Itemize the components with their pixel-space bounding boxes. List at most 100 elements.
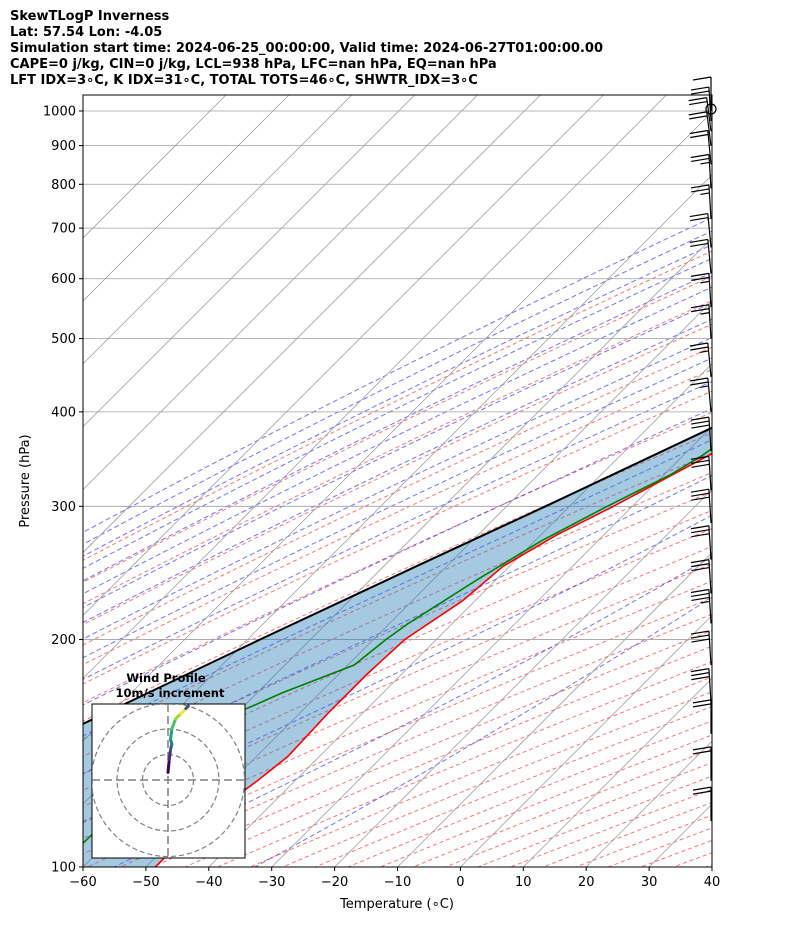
- time-line: Simulation start time: 2024-06-25_00:00:…: [10, 41, 603, 56]
- isotherm: [83, 95, 290, 302]
- x-axis-label: Temperature (∘C): [339, 897, 454, 912]
- y-tick-label: 900: [51, 139, 76, 154]
- barb-flag: [690, 346, 709, 351]
- y-tick-label: 300: [51, 500, 76, 515]
- barb-flag: [688, 111, 707, 116]
- y-tick-label: 200: [51, 633, 76, 648]
- barb-flag: [690, 455, 710, 460]
- wind-barb: [689, 342, 712, 377]
- wind-barb: [690, 525, 712, 560]
- barb-flag: [692, 790, 712, 795]
- moist-adiabat: [83, 230, 712, 545]
- wind-barb: [692, 746, 712, 781]
- barb-flag: [690, 304, 710, 309]
- profile-lines: [83, 426, 712, 867]
- barb-half-flag: [700, 600, 710, 604]
- hodograph-trace: [167, 747, 173, 762]
- y-tick-label: 1000: [43, 105, 76, 120]
- x-tick-label: 30: [641, 875, 658, 890]
- x-tick-label: −10: [384, 875, 411, 890]
- barb-flag: [691, 529, 710, 534]
- wind-barb: [689, 212, 712, 248]
- barb-flag: [688, 97, 707, 102]
- barb-flag: [692, 703, 712, 708]
- barb-flag: [691, 157, 710, 163]
- barb-flag: [690, 559, 710, 564]
- barb-flag: [691, 459, 710, 464]
- barb-flag: [691, 463, 710, 468]
- barb-flag: [691, 533, 710, 538]
- isotherm: [83, 95, 541, 554]
- barb-flag: [690, 272, 710, 277]
- barb-staff: [708, 456, 712, 491]
- barb-staff: [708, 559, 712, 594]
- barb-flag: [690, 184, 710, 189]
- barb-staff: [707, 377, 712, 412]
- x-tick-label: −40: [195, 875, 222, 890]
- moist-adiabat: [83, 380, 712, 680]
- dry-adiabat: [83, 580, 712, 855]
- hodograph-ring: [92, 704, 245, 858]
- wind-barb: [690, 153, 712, 189]
- barb-flag: [690, 216, 709, 222]
- barb-flag: [692, 76, 712, 81]
- hodograph-trace: [184, 704, 190, 711]
- barb-flag: [690, 588, 710, 594]
- wind-barb: [692, 786, 712, 822]
- moist-adiabat: [254, 596, 712, 867]
- calm-wind-circle: [705, 103, 717, 115]
- wind-barb: [690, 184, 712, 219]
- barb-flag: [690, 86, 710, 91]
- dry-adiabat: [83, 300, 712, 605]
- y-axis-ticks: 1000 900 800 700 600 500 400 300 200 100: [43, 105, 83, 876]
- dry-adiabat: [543, 801, 712, 867]
- barb-flag: [689, 212, 708, 218]
- barb-staff: [707, 342, 712, 377]
- location-line: Lat: 57.54 Lon: -4.05: [10, 25, 163, 40]
- moist-adiabat: [83, 271, 712, 582]
- x-tick-label: −50: [132, 875, 159, 890]
- barb-flag: [692, 699, 712, 704]
- barb-staff: [707, 239, 712, 274]
- isotherm: [208, 363, 712, 867]
- barb-flag: [691, 563, 710, 568]
- isotherm: [271, 426, 712, 867]
- barb-flag: [690, 133, 709, 139]
- barb-flag: [691, 596, 710, 602]
- barb-staff: [707, 213, 712, 248]
- wind-barb: [690, 559, 712, 594]
- barb-flag: [691, 672, 710, 677]
- wind-barb: [690, 668, 712, 703]
- dry-adiabat: [705, 864, 712, 867]
- dry-adiabat: [217, 661, 712, 867]
- moist-adiabat: [83, 318, 712, 624]
- dry-adiabat: [83, 275, 712, 583]
- isotherm: [83, 95, 415, 428]
- barb-staff: [708, 154, 712, 189]
- y-tick-label: 400: [51, 405, 76, 420]
- dry-adiabat: [83, 452, 712, 740]
- barb-flag: [691, 492, 710, 497]
- isotherm: [83, 95, 604, 616]
- barb-flag: [689, 342, 708, 347]
- wind-barb: [689, 377, 712, 412]
- barb-staff: [706, 97, 712, 132]
- barb-staff: [708, 184, 712, 219]
- barb-staff: [706, 111, 712, 146]
- wind-barb: [688, 97, 712, 132]
- dry-adiabat: [83, 411, 712, 704]
- barb-staff: [708, 489, 712, 524]
- hodograph-inset: Wind Profile 10m/s increment: [91, 671, 246, 859]
- y-tick-label: 600: [51, 272, 76, 287]
- wind-barb: [689, 129, 712, 165]
- y-tick-label: 800: [51, 178, 76, 193]
- barb-staff: [708, 417, 712, 452]
- dry-adiabat: [250, 676, 712, 867]
- wind-barb: [690, 630, 712, 666]
- parcel-profile-line: [83, 426, 712, 726]
- hodograph-subtitle: 10m/s increment: [116, 686, 225, 700]
- x-tick-label: −60: [69, 875, 96, 890]
- wind-barb: [689, 238, 712, 274]
- wind-barb: [692, 699, 712, 734]
